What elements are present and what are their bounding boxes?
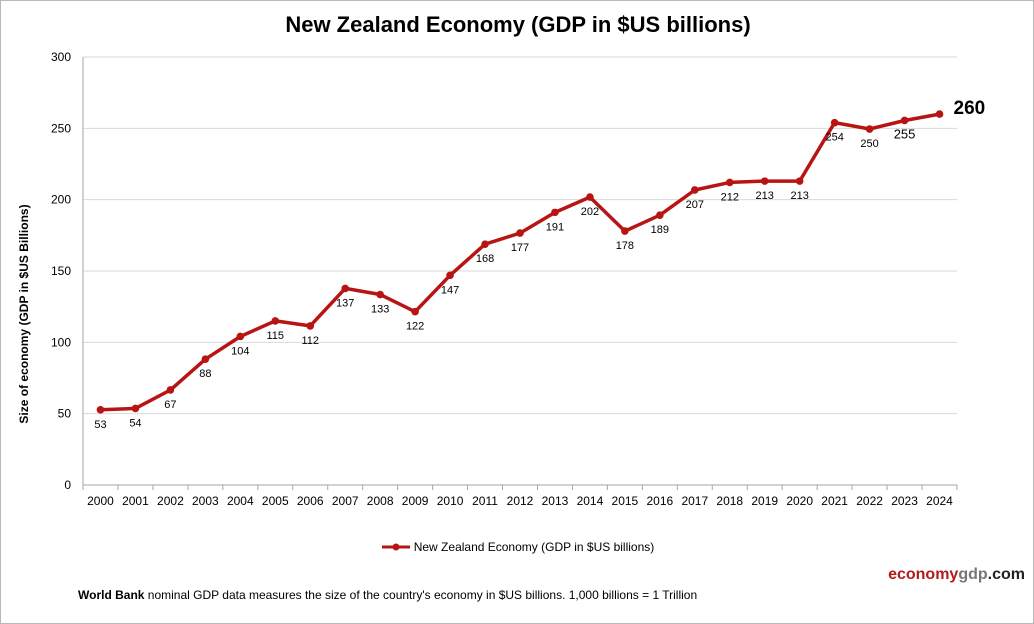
data-point <box>551 208 559 217</box>
x-tick-label: 2011 <box>472 494 498 508</box>
x-tick-label: 2004 <box>227 494 254 508</box>
data-point <box>341 284 350 293</box>
data-label: 213 <box>756 190 774 202</box>
data-label: 191 <box>546 221 564 233</box>
y-tick-label: 250 <box>51 121 71 135</box>
x-tick-label: 2005 <box>262 494 289 508</box>
data-point <box>725 178 734 187</box>
data-label: 54 <box>129 417 141 429</box>
data-point <box>376 290 384 299</box>
data-label: 189 <box>651 224 669 236</box>
legend-label: New Zealand Economy (GDP in $US billions… <box>413 540 655 554</box>
x-tick-label: 2003 <box>192 494 219 508</box>
x-tick-label: 2022 <box>856 494 883 508</box>
x-tick-label: 2020 <box>786 494 813 508</box>
data-point <box>96 406 105 414</box>
data-point <box>446 271 454 280</box>
x-tick-label: 2010 <box>437 494 464 508</box>
data-point <box>481 240 489 248</box>
data-label: 88 <box>199 368 211 380</box>
x-tick-label: 2021 <box>821 494 848 508</box>
data-point <box>760 177 769 185</box>
data-point <box>795 177 804 185</box>
legend: New Zealand Economy (GDP in $US billions… <box>1 540 1034 557</box>
x-tick-label: 2014 <box>577 494 604 508</box>
data-point <box>411 307 419 316</box>
data-point <box>900 116 909 125</box>
data-point <box>131 404 140 413</box>
y-tick-label: 50 <box>58 407 72 421</box>
data-point <box>271 317 280 325</box>
data-label: 122 <box>406 321 424 333</box>
data-label: 177 <box>511 242 529 254</box>
data-point <box>236 332 245 341</box>
x-tick-label: 2000 <box>87 494 114 508</box>
data-label: 213 <box>791 190 809 202</box>
data-label: 168 <box>476 253 494 265</box>
brand-logo[interactable]: economygdp.com <box>888 566 1025 584</box>
x-tick-label: 2012 <box>507 494 534 508</box>
data-label: 178 <box>616 240 634 252</box>
x-tick-label: 2018 <box>716 494 743 508</box>
y-tick-label: 300 <box>51 50 71 64</box>
line-chart: 0 50 100 150 200 250 300 2000 2001 2002 2003 2004 20… <box>51 50 986 508</box>
brand-part-gdp: gdp <box>958 566 988 583</box>
data-point <box>306 322 315 330</box>
y-tick-label: 150 <box>51 264 71 278</box>
x-tick-label: 2017 <box>681 494 708 508</box>
data-label: 254 <box>825 132 843 144</box>
data-label: 255 <box>894 126 916 141</box>
data-label: 260 <box>954 98 986 119</box>
y-tick-label: 100 <box>51 335 71 349</box>
data-label: 67 <box>164 399 176 411</box>
data-label: 202 <box>581 206 599 218</box>
data-label: 115 <box>267 330 285 342</box>
brand-part-com: .com <box>987 566 1025 583</box>
chart-title: New Zealand Economy (GDP in $US billions… <box>285 12 751 37</box>
data-point <box>691 186 699 194</box>
data-label: 53 <box>94 419 106 431</box>
x-tick-label: 2008 <box>367 494 394 508</box>
series-line <box>100 112 940 412</box>
data-label: 112 <box>301 335 319 347</box>
x-tick-label: 2009 <box>402 494 429 508</box>
data-point <box>201 355 210 363</box>
x-tick-label: 2023 <box>891 494 918 508</box>
x-tick-label: 2016 <box>646 494 673 508</box>
data-point <box>166 386 175 394</box>
x-tick-label: 2019 <box>751 494 778 508</box>
footnote: World Bank nominal GDP data measures the… <box>78 588 697 602</box>
y-tick-label: 0 <box>64 478 71 492</box>
footnote-text: nominal GDP data measures the size of th… <box>144 588 698 602</box>
data-label: 133 <box>371 304 389 316</box>
footnote-source: World Bank <box>78 588 145 602</box>
data-label: 212 <box>721 191 739 203</box>
data-point <box>621 227 629 235</box>
legend-swatch <box>381 543 410 551</box>
data-point <box>865 125 874 133</box>
x-tick-label: 2013 <box>542 494 569 508</box>
data-point <box>586 193 594 201</box>
x-tick-label: 2002 <box>157 494 184 508</box>
x-tick-label: 2024 <box>926 494 953 508</box>
x-tick-label: 2007 <box>332 494 359 508</box>
data-label: 147 <box>441 284 459 296</box>
data-point <box>830 118 839 127</box>
y-tick-label: 200 <box>51 193 71 207</box>
x-tick-label: 2006 <box>297 494 324 508</box>
data-label: 207 <box>686 199 704 211</box>
data-point <box>935 110 944 118</box>
data-point <box>656 211 664 220</box>
data-label: 250 <box>860 138 878 150</box>
data-point <box>516 229 524 237</box>
x-tick-label: 2001 <box>122 494 149 508</box>
data-label: 104 <box>231 345 249 357</box>
data-label: 137 <box>336 297 354 309</box>
brand-part-economy: economy <box>888 566 959 583</box>
x-tick-label: 2015 <box>612 494 639 508</box>
